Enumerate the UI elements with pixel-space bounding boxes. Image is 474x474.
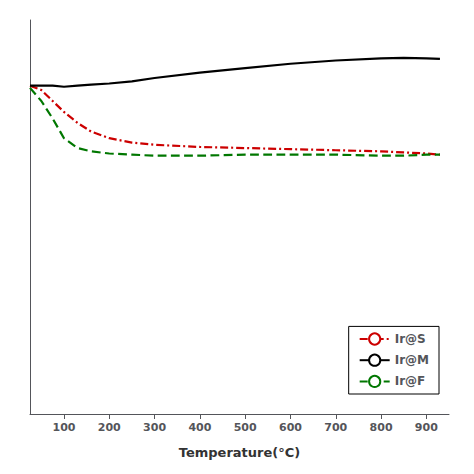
svg-text:Ir@F: Ir@F [395,374,426,388]
svg-text:900: 900 [415,421,438,434]
svg-text:Temperature(°C): Temperature(°C) [179,445,300,460]
svg-text:Ir@M: Ir@M [395,353,429,367]
svg-text:800: 800 [370,421,393,434]
svg-text:100: 100 [52,421,75,434]
svg-text:200: 200 [98,421,121,434]
svg-text:600: 600 [279,421,302,434]
svg-text:500: 500 [234,421,257,434]
svg-text:300: 300 [143,421,166,434]
svg-text:400: 400 [188,421,211,434]
svg-text:700: 700 [324,421,347,434]
svg-text:Ir@S: Ir@S [395,332,426,346]
